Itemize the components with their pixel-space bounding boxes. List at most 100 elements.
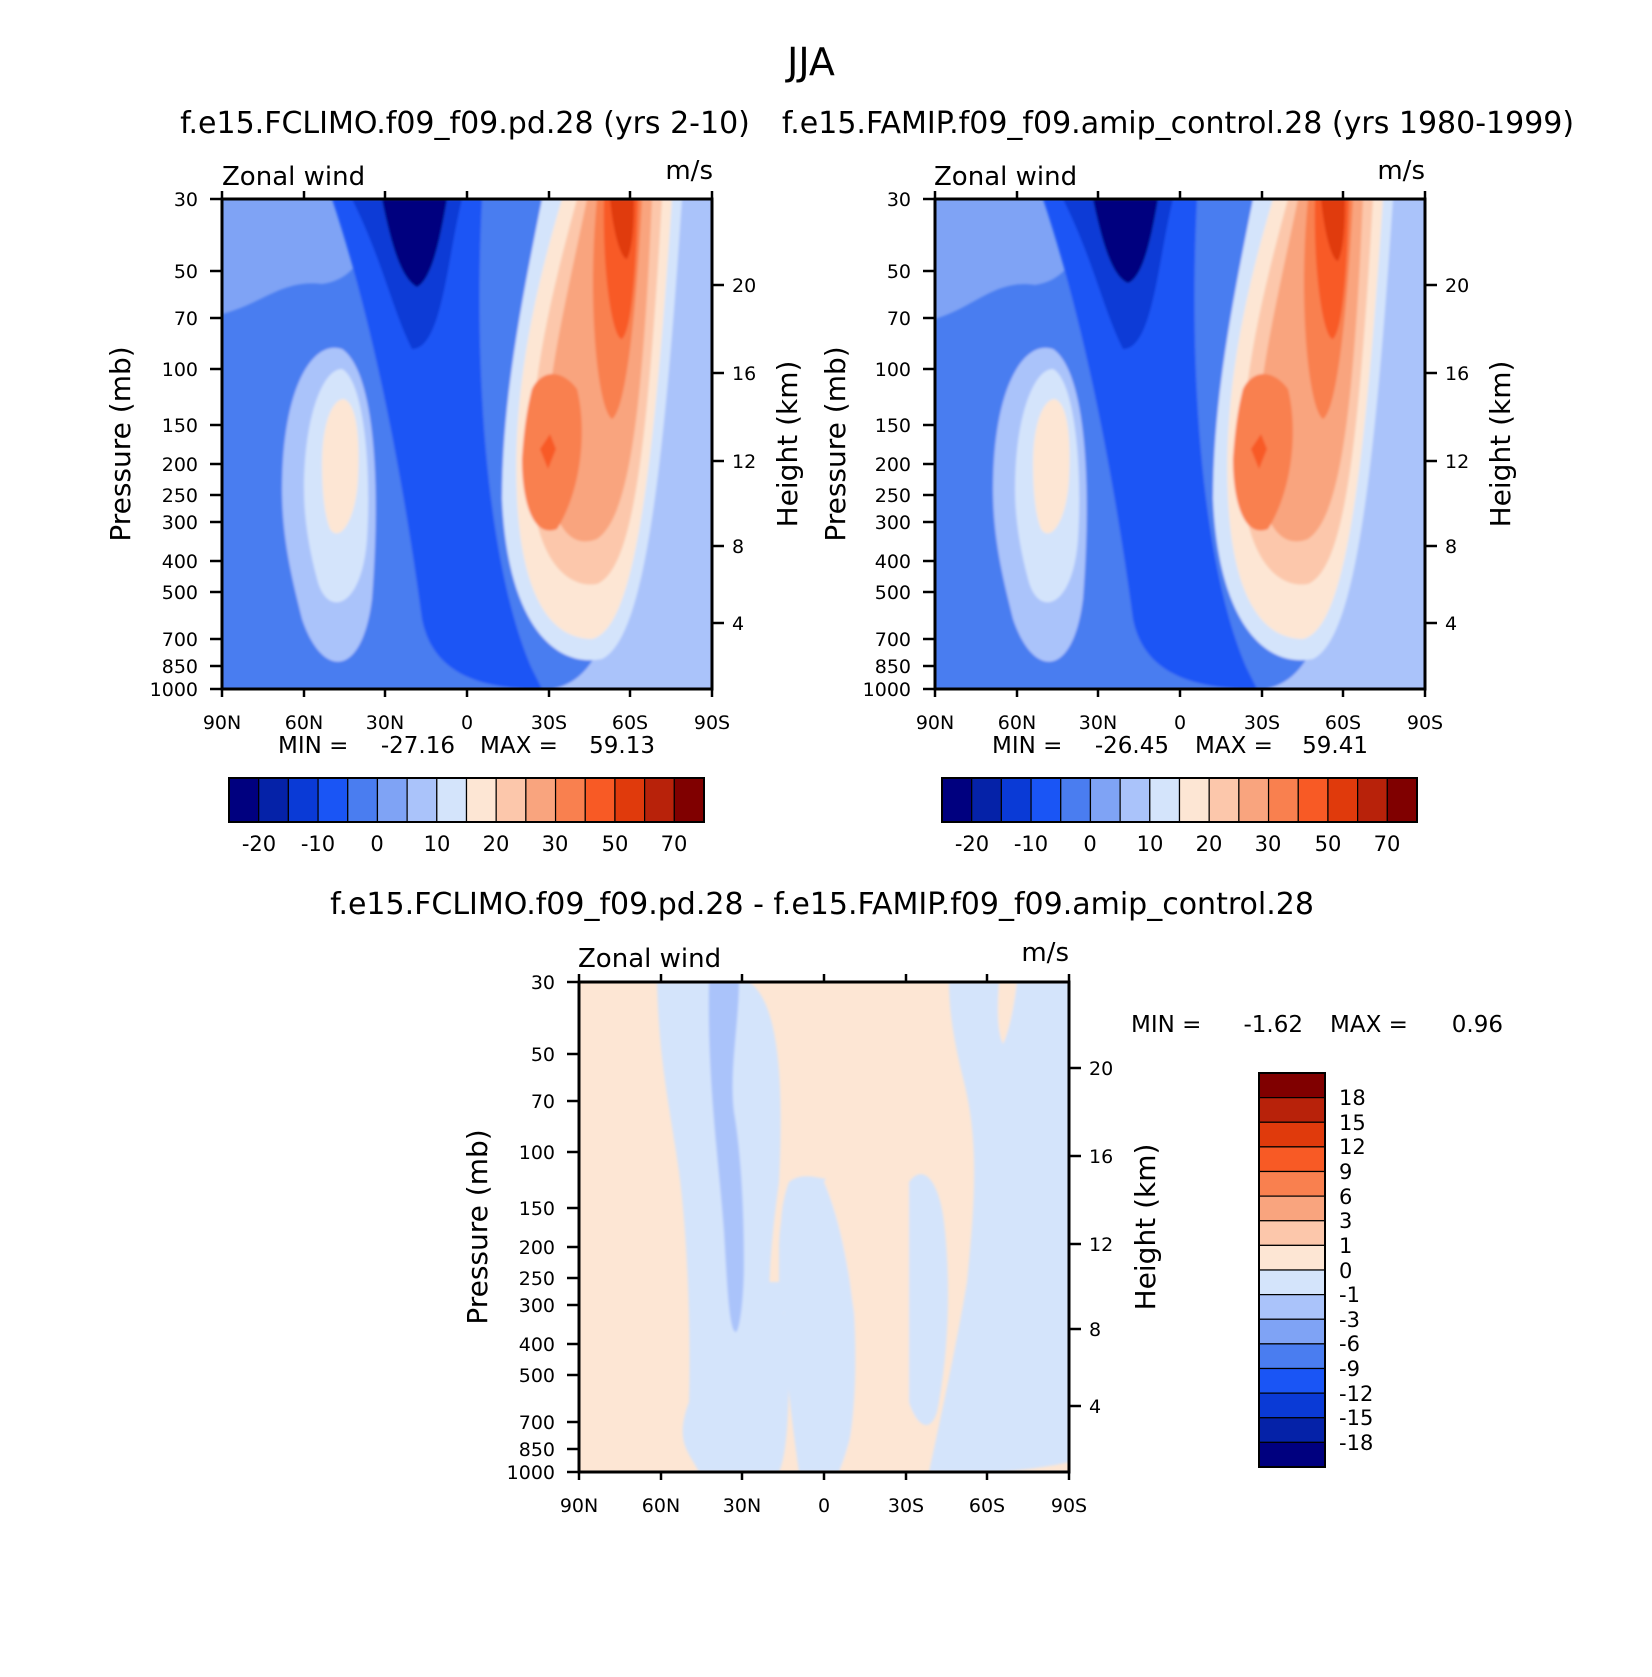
ytick-label: 30 [174, 189, 198, 211]
colorbar-swatch [1297, 777, 1329, 823]
contour-neg-south-lobe [909, 1174, 949, 1426]
panel-right-title: f.e15.FAMIP.f09_f09.amip_control.28 (yrs… [782, 106, 1574, 141]
y2tick-label: 8 [1445, 536, 1457, 558]
contour-neg-right-core [824, 1170, 924, 1472]
colorbar-swatch [1258, 1146, 1326, 1173]
colorbar-swatch [1258, 1244, 1326, 1271]
colorbar-label: -3 [1339, 1308, 1360, 1332]
panel-diff-field [579, 982, 1069, 1472]
y2tick-label: 12 [732, 451, 756, 473]
ytick-label: 70 [174, 308, 198, 330]
colorbar-swatch [228, 777, 260, 823]
colorbar-label: 9 [1339, 1160, 1352, 1184]
panel-left-title: f.e15.FCLIMO.f09_f09.pd.28 (yrs 2-10) [180, 106, 750, 141]
contour-neg-tropics [708, 982, 744, 1332]
colorbar-swatch [1327, 777, 1359, 823]
colorbar-label: 3 [1339, 1209, 1352, 1233]
colorbar-swatch [941, 777, 973, 823]
colorbar-swatch [1258, 1392, 1326, 1419]
colorbar-swatch [673, 777, 705, 823]
panel-left-stats: MIN = -27.16 MAX = 59.13 [278, 733, 655, 759]
colorbar-swatch [644, 777, 675, 823]
panel-right-xticklabels: 90N 60N 30N 0 30S 60S 90S [916, 712, 1443, 734]
colorbar-swatch [1386, 777, 1418, 823]
colorbar-label: 0 [370, 832, 383, 856]
ytick-label: 30 [531, 972, 555, 994]
colorbar-swatch [495, 777, 527, 823]
colorbar-label: -1 [1339, 1283, 1360, 1307]
xtick-label: 30S [888, 1495, 924, 1517]
xtick-label: 90N [916, 712, 954, 734]
xtick-label: 90N [203, 712, 241, 734]
colorbar-label: 15 [1339, 1111, 1366, 1135]
contour-jet-core-left [540, 434, 556, 469]
colorbar-swatch [1178, 777, 1210, 823]
xtick-label: 60N [998, 712, 1036, 734]
colorbar-swatches [1258, 1072, 1326, 1468]
colorbar-swatch [258, 777, 289, 823]
colorbar-swatch [1267, 777, 1299, 823]
min-label: MIN = [1131, 1012, 1201, 1038]
panel-right-variable-label: Zonal wind [934, 162, 1077, 192]
colorbar-swatches [228, 777, 705, 823]
panel-right-ylabel: Pressure (mb) [819, 346, 852, 541]
colorbar-swatch [465, 777, 497, 823]
colorbar-swatches [941, 777, 1418, 823]
ytick-label: 250 [519, 1268, 555, 1290]
colorbar-swatch [584, 777, 616, 823]
min-label: MIN = [992, 733, 1062, 759]
colorbar-swatch [287, 777, 319, 823]
colorbar-label: 10 [424, 832, 451, 856]
panel-diff-ticks [567, 974, 1081, 1480]
panel-right-field [935, 199, 1425, 689]
contour-strong-blue-left [332, 199, 542, 689]
xtick-label: 90S [694, 712, 730, 734]
ytick-label: 300 [875, 512, 911, 534]
ytick-label: 150 [162, 415, 198, 437]
ytick-label: 500 [162, 582, 198, 604]
min-value: -26.45 [1095, 733, 1169, 759]
ytick-label: 100 [162, 359, 198, 381]
ytick-label: 70 [531, 1091, 555, 1113]
panel-left: f.e15.FCLIMO.f09_f09.pd.28 (yrs 2-10) Zo… [104, 106, 804, 856]
y2tick-label: 4 [1445, 613, 1457, 635]
panel-diff-variable-label: Zonal wind [578, 944, 721, 974]
panel-diff-stats: MIN = -1.62 MAX = 0.96 [1131, 1012, 1503, 1038]
ytick-label: 200 [162, 454, 198, 476]
panel-left-units-label: m/s [665, 156, 713, 186]
xtick-label: 90N [560, 1495, 598, 1517]
panel-left-y2ticklabels: 20 16 12 8 4 [732, 275, 756, 635]
colorbar-swatch [376, 777, 408, 823]
contour-darkest-blue-right [1093, 199, 1158, 283]
contour-neg-polar [929, 982, 1069, 1472]
ytick-label: 700 [875, 629, 911, 651]
panel-left-yticklabels: 30 50 70 100 150 200 250 300 400 500 700… [150, 189, 198, 701]
colorbar-swatch [317, 777, 349, 823]
colorbar-label: 18 [1339, 1086, 1366, 1110]
ytick-label: 100 [519, 1142, 555, 1164]
colorbar-swatch [1357, 777, 1388, 823]
colorbar-label: -10 [1014, 832, 1048, 856]
xtick-label: 60N [642, 1495, 680, 1517]
colorbar-label: 30 [1255, 832, 1282, 856]
colorbar-label: -9 [1339, 1357, 1360, 1381]
y2tick-label: 12 [1089, 1234, 1113, 1256]
ytick-label: 1000 [150, 679, 198, 701]
ytick-label: 30 [887, 189, 911, 211]
y2tick-label: 4 [732, 613, 744, 635]
colorbar-label: 50 [1315, 832, 1342, 856]
y2tick-label: 20 [1089, 1058, 1113, 1080]
contour-pale-orange-left [322, 399, 359, 534]
xtick-label: 90S [1051, 1495, 1087, 1517]
panel-diff-y2ticklabels: 20 16 12 8 4 [1089, 1058, 1113, 1418]
ytick-label: 850 [875, 656, 911, 678]
y2tick-label: 20 [1445, 275, 1469, 297]
ytick-label: 850 [162, 656, 198, 678]
colorbar-swatch [1258, 1441, 1326, 1468]
colorbar-label: -20 [242, 832, 276, 856]
xtick-label: 30N [1079, 712, 1117, 734]
colorbar-label: -10 [301, 832, 335, 856]
y2tick-label: 4 [1089, 1396, 1101, 1418]
y2tick-label: 20 [732, 275, 756, 297]
colorbar-swatch [1258, 1367, 1326, 1394]
